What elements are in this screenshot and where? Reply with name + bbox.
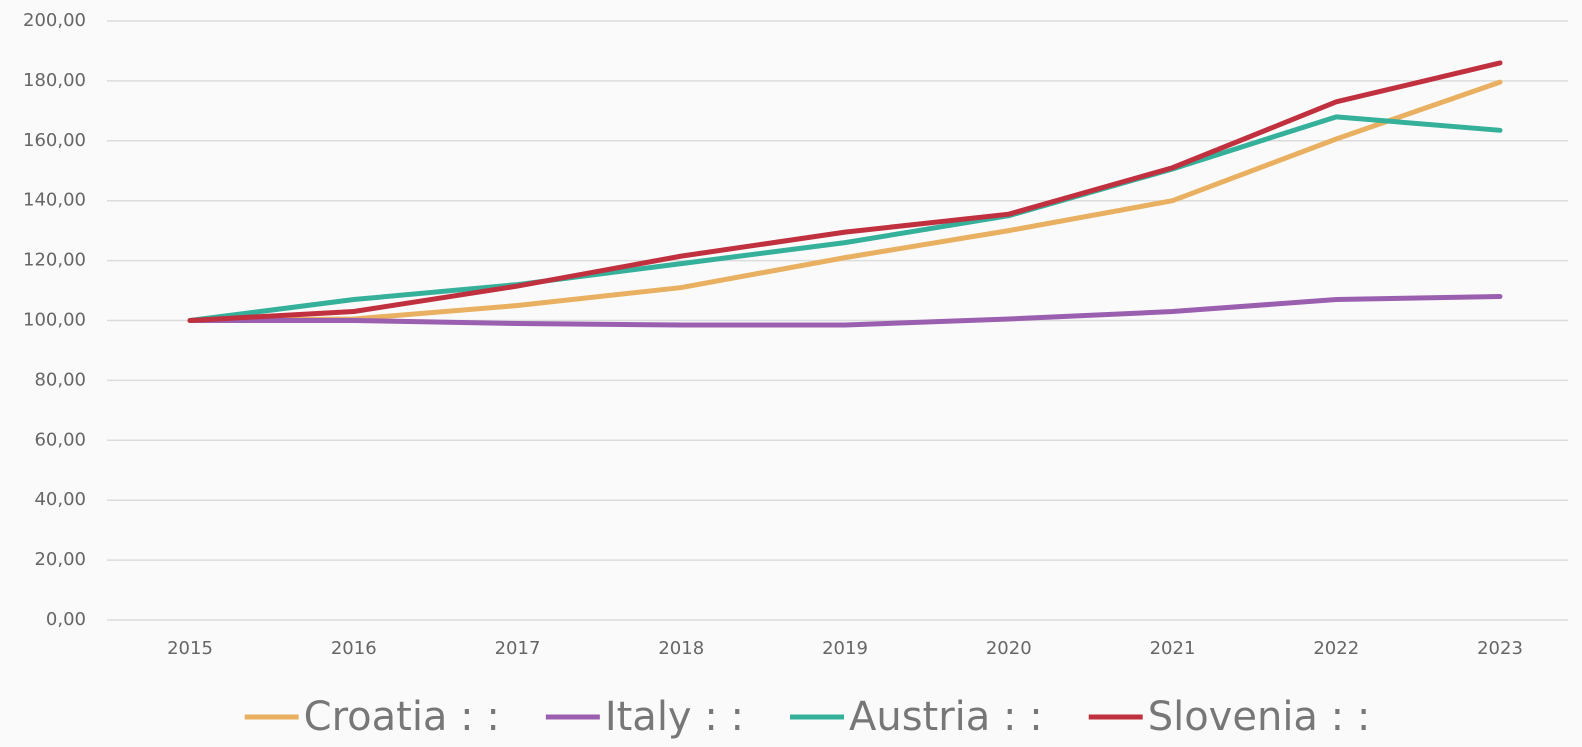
x-tick-label: 2019 bbox=[822, 638, 868, 659]
x-tick-label: 2018 bbox=[658, 638, 704, 659]
y-tick-label: 100,00 bbox=[23, 310, 86, 331]
y-tick-label: 80,00 bbox=[34, 369, 86, 390]
legend-label: Croatia : : bbox=[304, 694, 500, 740]
x-tick-label: 2023 bbox=[1477, 638, 1523, 659]
x-tick-label: 2016 bbox=[331, 638, 377, 659]
y-tick-label: 160,00 bbox=[23, 130, 86, 151]
x-tick-label: 2022 bbox=[1313, 638, 1359, 659]
y-tick-label: 180,00 bbox=[23, 70, 86, 91]
y-tick-label: 60,00 bbox=[34, 429, 86, 450]
legend-label: Austria : : bbox=[849, 694, 1043, 740]
x-tick-label: 2021 bbox=[1150, 638, 1196, 659]
series-line bbox=[187, 294, 1503, 328]
y-tick-label: 120,00 bbox=[23, 250, 86, 271]
y-tick-label: 200,00 bbox=[23, 10, 86, 31]
x-tick-label: 2020 bbox=[986, 638, 1032, 659]
y-tick-label: 140,00 bbox=[23, 190, 86, 211]
legend-label: Italy : : bbox=[605, 694, 744, 740]
series-line bbox=[187, 60, 1503, 323]
y-tick-label: 20,00 bbox=[34, 549, 86, 570]
x-tick-label: 2017 bbox=[495, 638, 541, 659]
series-line bbox=[187, 79, 1503, 323]
y-tick-label: 0,00 bbox=[46, 609, 86, 630]
x-tick-label: 2015 bbox=[167, 638, 213, 659]
series-line bbox=[187, 114, 1503, 323]
y-tick-label: 40,00 bbox=[34, 489, 86, 510]
legend-label: Slovenia : : bbox=[1148, 694, 1371, 740]
